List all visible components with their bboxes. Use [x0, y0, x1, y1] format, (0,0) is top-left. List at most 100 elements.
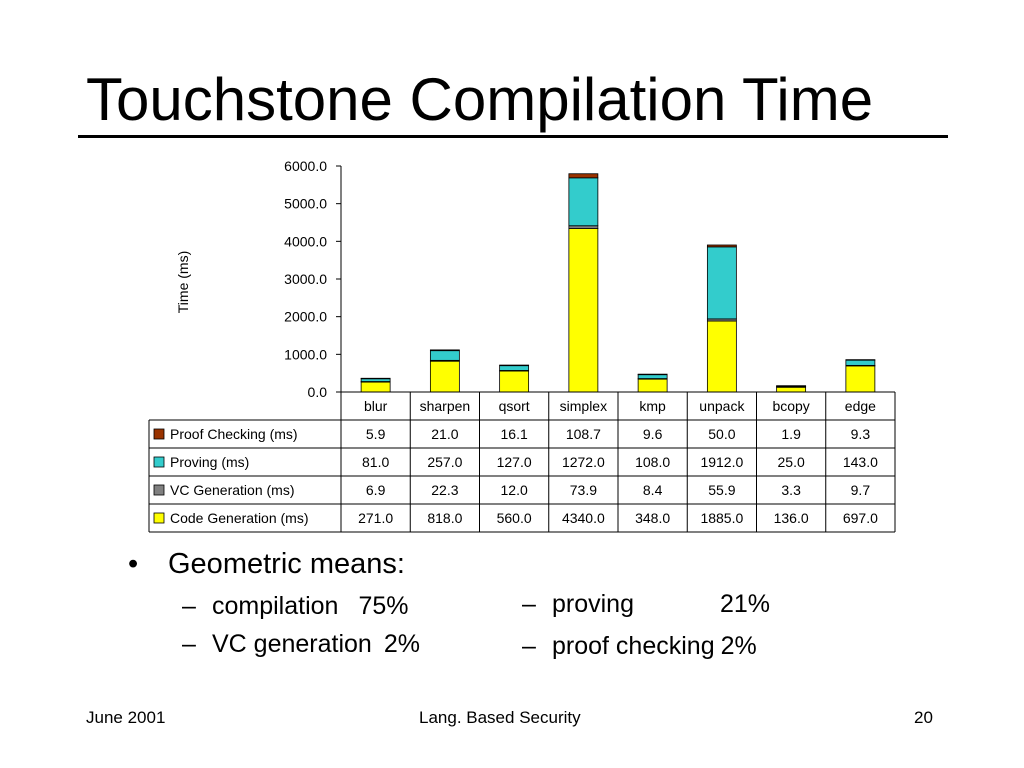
footer-center: Lang. Based Security	[419, 708, 581, 727]
footer-page-number: 20	[914, 708, 933, 727]
y-tick-label: 1000.0	[284, 346, 327, 362]
category-label: edge	[845, 398, 876, 414]
data-table-value: 108.0	[635, 454, 670, 470]
bar-segment	[429, 350, 460, 361]
bar-segment	[360, 377, 391, 380]
y-tick-label: 4000.0	[284, 233, 327, 249]
legend-swatch	[153, 428, 165, 440]
bar-segment	[568, 177, 599, 227]
slide-title: Touchstone Compilation Time	[86, 66, 874, 133]
data-table-value: 560.0	[497, 510, 532, 526]
bullet-geometric-means: • Geometric means:	[128, 548, 405, 581]
legend-label: VC Generation (ms)	[170, 482, 294, 498]
data-table-value: 8.4	[643, 482, 663, 498]
data-table-value: 4340.0	[562, 510, 605, 526]
bar-segment	[568, 228, 599, 393]
data-table-value: 1.9	[781, 426, 801, 442]
bullet-dot: •	[128, 548, 139, 580]
data-table-value: 1272.0	[562, 454, 605, 470]
sub-item-label: proving	[552, 590, 634, 618]
bar-segment	[845, 359, 876, 366]
bullet-text: Geometric means:	[168, 548, 405, 580]
y-axis-label: Time (ms)	[175, 251, 191, 313]
sub-item-label: compilation	[212, 592, 339, 620]
bar-segment	[637, 373, 668, 376]
bar-segment	[706, 244, 737, 248]
data-table-value: 271.0	[358, 510, 393, 526]
category-label: blur	[364, 398, 388, 414]
bar-segment	[429, 360, 460, 393]
data-table-value: 21.0	[431, 426, 458, 442]
data-table-value: 12.0	[501, 482, 528, 498]
data-table-value: 5.9	[366, 426, 386, 442]
data-table-value: 818.0	[427, 510, 462, 526]
data-table-value: 108.7	[566, 426, 601, 442]
sub-item-proving: – proving 21%	[522, 590, 770, 619]
category-label: kmp	[639, 398, 666, 414]
footer-date: June 2001	[86, 708, 166, 727]
dash: –	[522, 590, 536, 618]
stacked-bar-chart: 0.0 1000.0 2000.0 3000.0 4000.0 5000.0 6000.0 T…	[148, 158, 896, 533]
data-table-value: 9.6	[643, 426, 663, 442]
legend-label: Proof Checking (ms)	[170, 426, 298, 442]
legend-swatch	[153, 512, 165, 524]
y-tick-label: 0.0	[308, 384, 328, 400]
data-table-value: 143.0	[843, 454, 878, 470]
title-underline	[78, 135, 948, 138]
data-table-value: 25.0	[778, 454, 805, 470]
bar-segment	[776, 385, 807, 387]
legend-swatch	[153, 484, 165, 496]
legend-label: Proving (ms)	[170, 454, 249, 470]
data-table-value: 1912.0	[700, 454, 743, 470]
bar-segment	[706, 246, 737, 320]
y-tick-label: 6000.0	[284, 158, 327, 174]
data-table-value: 697.0	[843, 510, 878, 526]
dash: –	[522, 632, 536, 660]
dash: –	[182, 592, 196, 620]
bar-segment	[568, 225, 599, 229]
category-label: bcopy	[772, 398, 809, 414]
bar-segment	[499, 364, 530, 367]
category-label: sharpen	[420, 398, 471, 414]
bar-segment	[499, 370, 530, 393]
category-label: simplex	[560, 398, 607, 414]
sub-item-label: proof checking	[552, 632, 715, 660]
bar-segment	[845, 365, 876, 393]
bar-segment	[499, 365, 530, 371]
data-table-value: 3.3	[781, 482, 801, 498]
bar-segment	[637, 378, 668, 393]
sub-item-proof-checking: – proof checking 2%	[522, 632, 757, 661]
data-table-value: 6.9	[366, 482, 386, 498]
data-table-value: 55.9	[708, 482, 735, 498]
sub-item-label: VC generation	[212, 630, 372, 658]
sub-item-vc-generation: – VC generation 2%	[182, 630, 420, 659]
data-table-value: 9.3	[851, 426, 871, 442]
sub-item-value: 75%	[358, 592, 409, 620]
data-table-value: 9.7	[851, 482, 871, 498]
data-table-value: 50.0	[708, 426, 735, 442]
data-table-value: 1885.0	[700, 510, 743, 526]
data-table-value: 73.9	[570, 482, 597, 498]
y-tick-label: 3000.0	[284, 271, 327, 287]
data-table-value: 22.3	[431, 482, 458, 498]
category-label: unpack	[699, 398, 745, 414]
bar-segment	[706, 320, 737, 393]
sub-item-value: 2%	[720, 632, 757, 660]
bar-segment	[360, 381, 391, 393]
data-table-value: 16.1	[501, 426, 528, 442]
sub-item-value: 2%	[383, 630, 420, 658]
y-tick-label: 5000.0	[284, 196, 327, 212]
legend-swatch	[153, 456, 165, 468]
sub-item-compilation: – compilation 75%	[182, 592, 409, 621]
data-table-value: 257.0	[427, 454, 462, 470]
category-label: qsort	[499, 398, 530, 414]
data-table-value: 81.0	[362, 454, 389, 470]
data-table-value: 348.0	[635, 510, 670, 526]
data-table-value: 136.0	[774, 510, 809, 526]
dash: –	[182, 630, 196, 658]
sub-item-value: 21%	[720, 590, 771, 618]
y-tick-label: 2000.0	[284, 309, 327, 325]
bar-segment	[429, 349, 460, 352]
legend-label: Code Generation (ms)	[170, 510, 309, 526]
bar-segment	[845, 359, 876, 361]
